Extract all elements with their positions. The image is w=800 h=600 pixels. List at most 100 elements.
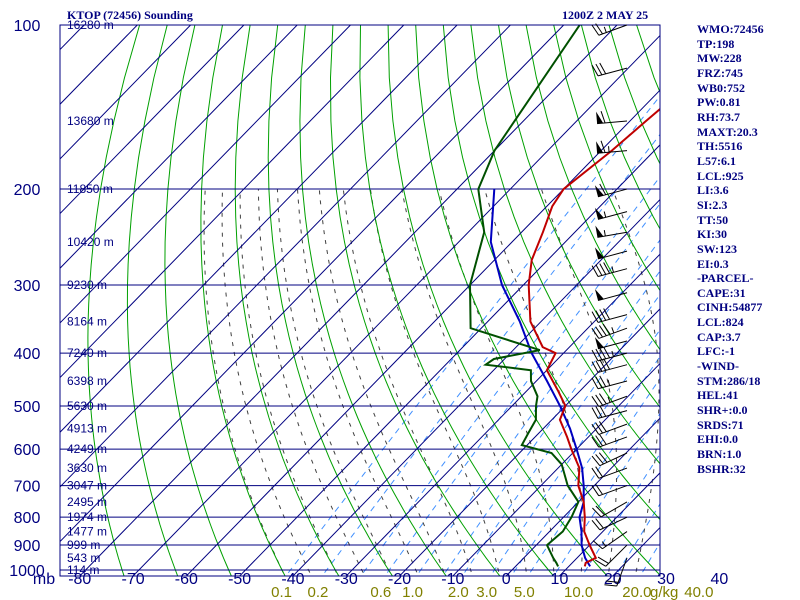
isotherm-line (345, 253, 660, 576)
wind-barb-staff (616, 557, 628, 587)
wind-barb-half (603, 26, 607, 33)
mixing-ratio-label: 2.0 (448, 584, 469, 600)
temperature-tick-label: -30 (335, 571, 358, 588)
wind-barb (591, 421, 628, 435)
isotherm-line (79, 25, 618, 576)
station-title: KTOP (72456) Sounding (67, 8, 193, 22)
pressure-tick-label: 1000 (9, 563, 45, 580)
wind-barb-half (611, 266, 614, 273)
wind-barb-full (594, 559, 607, 567)
wind-barb-full (595, 326, 603, 338)
pressure-tick-label: 500 (14, 399, 41, 416)
wind-barb-full (591, 24, 600, 36)
height-label: 4913 m (67, 421, 107, 435)
mixing-ratio-label: 40.0 (684, 584, 713, 600)
wind-barb-staff (598, 436, 628, 448)
height-label: 8164 m (67, 315, 107, 329)
pressure-tick-label: 800 (14, 510, 41, 527)
height-label: 9230 m (67, 278, 107, 292)
wind-barb-full (591, 311, 599, 323)
wind-barb-full (603, 346, 611, 359)
index-item: CAPE:31 (697, 285, 746, 300)
index-item: BSHR:32 (697, 461, 746, 476)
wind-barb (592, 531, 628, 550)
wind-barb-flag (595, 225, 604, 238)
temperature-tick-label: -50 (228, 571, 251, 588)
wind-barb-full (603, 308, 611, 320)
wind-barb-full (600, 111, 606, 124)
wind-barb-half (601, 541, 607, 547)
wind-barb-flag (594, 247, 604, 259)
isotherm-line (558, 472, 660, 576)
isotherm-line (60, 25, 298, 269)
dry-adiabat-line (387, 25, 608, 576)
wind-barb-full (591, 455, 601, 466)
wind-barb (594, 183, 628, 198)
wind-barb-full (598, 393, 607, 405)
wind-barb-staff (600, 501, 628, 518)
index-item: CAP:3.7 (697, 329, 741, 344)
isotherm-line (505, 417, 660, 576)
wind-barb-full (591, 485, 600, 497)
wind-barb-full (602, 323, 611, 335)
isotherm-line (185, 89, 660, 576)
moist-adiabat-line (342, 189, 474, 576)
index-item: TH:5516 (697, 139, 743, 154)
temperature-tick-label: -20 (388, 571, 411, 588)
isotherm-line (0, 25, 31, 582)
plot-frame (59, 24, 661, 577)
wind-barb-full (595, 348, 603, 361)
wind-barb-staff (597, 380, 628, 390)
index-item: FRZ:745 (697, 65, 743, 80)
isotherm-line (60, 25, 565, 543)
mixing-ratio-line (360, 176, 660, 576)
mixing-ratio-line (321, 133, 660, 576)
wind-barb-full (595, 376, 603, 388)
height-label: 114 m (67, 563, 99, 577)
wind-barb (591, 262, 628, 277)
dewpoint-trace (468, 25, 581, 567)
wind-barb (591, 346, 628, 362)
index-item: L57:6.1 (697, 153, 736, 168)
index-item: SW:123 (697, 241, 738, 256)
pressure-tick-label: 400 (14, 346, 41, 363)
height-label: 13680 m (67, 114, 114, 128)
wind-barb (591, 516, 628, 531)
wind-barb-full (605, 580, 619, 583)
wind-barb-staff (597, 314, 628, 323)
wind-barb-full (599, 62, 607, 75)
pressure-tick-label: 700 (14, 479, 41, 496)
dry-adiabat-line (87, 25, 141, 576)
wind-barb (591, 483, 628, 497)
wind-barb-full (591, 423, 600, 435)
wind-barb (592, 501, 628, 518)
wind-barb-flag (594, 288, 604, 301)
temperature-tick-label: 30 (657, 571, 675, 588)
dry-adiabat-line (126, 25, 179, 576)
mixing-ratio-line (285, 95, 660, 576)
dry-adiabat-line (525, 25, 660, 351)
wind-barb-full (591, 377, 599, 390)
temperature-trace (527, 107, 660, 567)
wind-barb (591, 433, 628, 448)
wind-barb-staff (597, 292, 628, 302)
wind-barb-staff (597, 268, 628, 277)
index-item: SRDS:71 (697, 417, 744, 432)
moist-adiabat-line (239, 189, 339, 576)
wind-barb-full (595, 483, 603, 495)
wind-barb-full (598, 325, 607, 336)
wind-barb (604, 557, 628, 587)
height-label: 1974 m (67, 510, 107, 524)
wind-barb-full (600, 140, 606, 153)
wind-barb-flag (594, 337, 604, 349)
mixing-ratio-line (415, 239, 660, 576)
wind-barb-full (603, 358, 611, 370)
wind-barb-full (599, 263, 607, 275)
wind-barb-full (591, 349, 599, 362)
height-label: 11850 m (67, 182, 113, 196)
mixing-ratio-label: 0.1 (271, 584, 292, 600)
wind-barb (591, 323, 628, 339)
mixing-ratio-label: 3.0 (476, 584, 497, 600)
wind-barb-staff (598, 467, 628, 479)
index-item: TT:50 (697, 212, 729, 227)
